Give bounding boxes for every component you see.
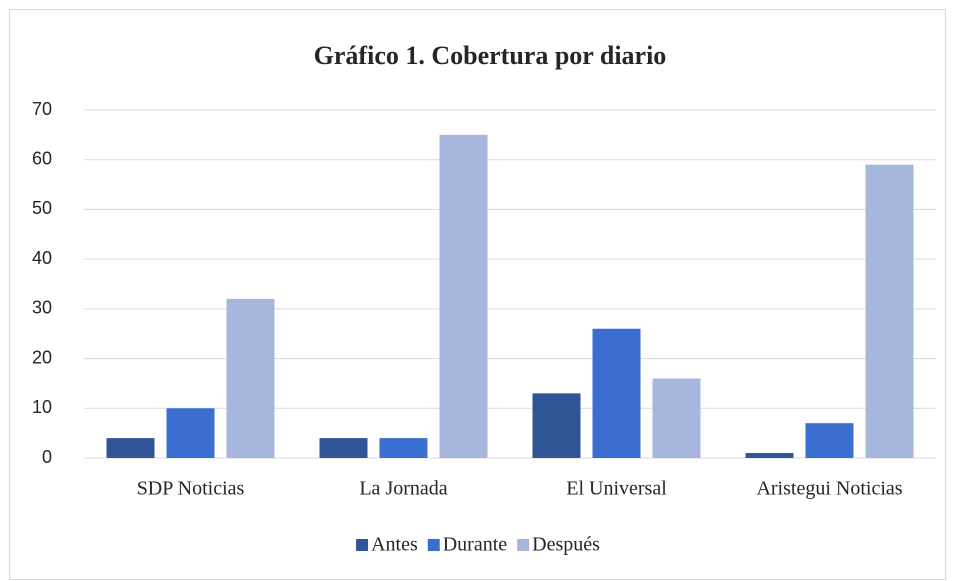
y-tick-label: 50 bbox=[32, 198, 52, 218]
bar bbox=[865, 164, 914, 458]
bar bbox=[592, 328, 641, 458]
bar bbox=[319, 438, 368, 458]
legend-swatch bbox=[356, 539, 369, 551]
bar bbox=[226, 298, 275, 458]
x-tick-label: La Jornada bbox=[359, 478, 447, 500]
bar bbox=[532, 393, 581, 458]
bar bbox=[805, 423, 854, 458]
y-tick-label: 30 bbox=[32, 298, 52, 318]
bar bbox=[379, 438, 428, 458]
x-tick-label: El Universal bbox=[566, 478, 667, 500]
bar bbox=[106, 438, 155, 458]
x-tick-label: SDP Noticias bbox=[137, 478, 245, 500]
y-tick-label: 70 bbox=[32, 99, 52, 119]
legend-swatch bbox=[427, 539, 440, 551]
legend-swatch bbox=[517, 539, 530, 551]
y-tick-label: 60 bbox=[32, 148, 52, 168]
legend-label: Después bbox=[532, 534, 600, 556]
bar bbox=[166, 408, 215, 458]
y-tick-label: 20 bbox=[32, 347, 52, 367]
bar bbox=[745, 453, 794, 458]
y-tick-label: 0 bbox=[42, 447, 52, 467]
legend-label: Antes bbox=[371, 534, 418, 556]
chart-title: Gráfico 1. Cobertura por diario bbox=[314, 41, 667, 70]
legend-label: Durante bbox=[443, 534, 508, 556]
x-tick-label: Aristegui Noticias bbox=[756, 478, 902, 500]
y-tick-label: 10 bbox=[32, 397, 52, 417]
y-tick-label: 40 bbox=[32, 248, 52, 268]
bar bbox=[439, 134, 488, 458]
bar bbox=[652, 378, 701, 458]
